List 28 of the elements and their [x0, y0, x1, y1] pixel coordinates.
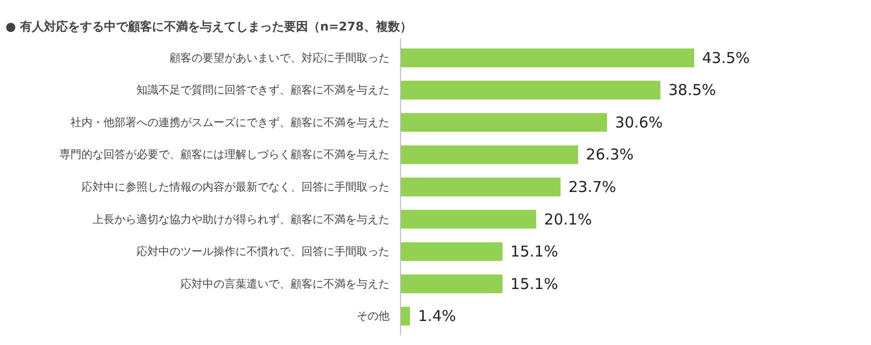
- bar: [400, 210, 536, 229]
- y-tick-label: 専門的な回答が必要で、顧客には理解しづらく顧客に不満を与えた: [60, 148, 390, 162]
- data-label: 43.5%: [702, 48, 750, 67]
- bar: [400, 274, 502, 294]
- data-label: 20.1%: [544, 210, 592, 228]
- y-tick-label: 顧客の要望があいまいで、対応に手間取った: [170, 51, 390, 64]
- data-label: 30.6%: [615, 113, 663, 132]
- y-tick-label: 応対中に参照した情報の内容が最新でなく、回答に手間取った: [82, 180, 390, 194]
- data-label: 38.5%: [668, 81, 716, 100]
- data-label: 1.4%: [418, 307, 456, 326]
- data-label: 15.1%: [510, 242, 558, 261]
- text: ● 有人対応をする中で顧客に不満を与えてしまった要因（n=278、複数）: [6, 20, 412, 34]
- bar: [400, 48, 694, 68]
- bar: [400, 145, 578, 164]
- y-tick-label: 応対中のツール操作に不慣れで、回答に手間取った: [136, 245, 390, 258]
- y-tick-label: その他: [356, 310, 390, 323]
- y-tick-label: 社内・他部署への連携がスムーズにできず、顧客に不満を与えた: [70, 116, 390, 129]
- data-label: 15.1%: [510, 274, 558, 293]
- y-tick-label: 応対中の言葉遣いで、顧客に不満を与えた: [180, 277, 390, 290]
- bar: [400, 178, 560, 196]
- data-label: 26.3%: [586, 146, 634, 164]
- bar: [400, 242, 502, 261]
- bar: [400, 113, 608, 132]
- y-tick-label: 知識不足で質問に回答できず、顧客に不満を与えた: [136, 84, 390, 97]
- bar: [400, 80, 660, 100]
- data-label: 23.7%: [568, 178, 616, 196]
- bar: [400, 306, 410, 326]
- y-tick-label: 上長から適切な協力や助けが得られず、顧客に不満を与えた: [92, 212, 390, 226]
